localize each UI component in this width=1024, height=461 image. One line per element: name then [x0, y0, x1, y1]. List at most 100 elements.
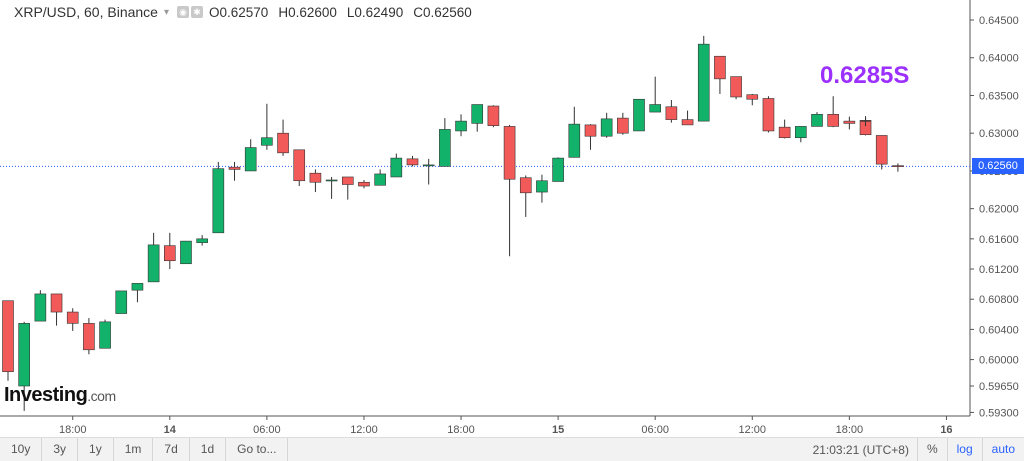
candle-body	[66, 311, 79, 324]
x-tick-label: 18:00	[836, 424, 864, 436]
candle-body	[244, 147, 257, 172]
open-label: O	[209, 4, 220, 20]
candle-body	[18, 323, 30, 387]
candle-body	[180, 240, 192, 265]
investing-logo: Investing.com	[4, 384, 116, 407]
candle-body	[34, 293, 47, 322]
candle-body	[358, 181, 370, 187]
candle-body	[277, 132, 289, 154]
candle-body	[341, 176, 354, 185]
candle-body	[406, 158, 419, 166]
candle-body	[665, 106, 678, 120]
candle-body	[827, 114, 839, 127]
x-tick-label: 18:00	[447, 424, 475, 436]
x-tick-label: 15	[552, 424, 564, 436]
close-label: C	[413, 4, 423, 20]
range-button-7d[interactable]: 7d	[153, 438, 190, 461]
high-label: H	[278, 4, 289, 20]
y-tick-label: 0.63000	[979, 128, 1019, 140]
candle-body	[439, 129, 451, 167]
close-value: 0.62560	[422, 4, 472, 20]
candle-body	[115, 290, 128, 314]
y-tick-label: 0.60000	[979, 355, 1019, 367]
candle-body	[455, 120, 467, 132]
candle-body	[374, 173, 386, 186]
candle-body	[212, 168, 225, 234]
gear-icon[interactable]: ✱	[191, 6, 203, 18]
x-tick-label: 18:00	[59, 424, 87, 436]
candle-body	[746, 94, 759, 100]
candle-body	[325, 179, 338, 182]
chart-header: XRP/USD, 60, Binance ▾ ◉ ✱ O0.62570 H0.6…	[0, 0, 472, 24]
candle-body	[164, 245, 176, 262]
auto-button[interactable]: auto	[981, 438, 1024, 461]
low-value: 0.62490	[354, 4, 404, 20]
candle-body	[811, 114, 823, 127]
candle-body	[309, 172, 322, 183]
candlestick-chart[interactable]: 0.645000.640000.635000.630000.625000.620…	[0, 0, 1024, 437]
candle-body	[633, 98, 645, 132]
y-tick-label: 0.59650	[979, 381, 1019, 393]
candle-body	[261, 137, 273, 146]
x-tick-label: 16	[940, 424, 952, 436]
candle-body	[519, 177, 532, 194]
range-button-1d[interactable]: 1d	[190, 438, 227, 461]
y-tick-label: 0.64500	[979, 15, 1019, 27]
candle-body	[762, 98, 775, 132]
footer-toolbar: 10y 3y 1y 1m 7d 1d Go to... 21:03:21 (UT…	[0, 437, 1024, 461]
candle-body	[568, 123, 581, 158]
range-button-1y[interactable]: 1y	[78, 438, 114, 461]
range-button-3y[interactable]: 3y	[42, 438, 79, 461]
candle-body	[778, 126, 791, 139]
clock-readout[interactable]: 21:03:21 (UTC+8)	[812, 442, 909, 457]
candle-body	[503, 126, 516, 180]
x-tick-label: 12:00	[739, 424, 767, 436]
symbol-title[interactable]: XRP/USD, 60, Binance	[14, 4, 158, 20]
candle-body	[892, 165, 904, 167]
range-button-10y[interactable]: 10y	[0, 438, 43, 461]
y-tick-label: 0.60800	[979, 294, 1019, 306]
y-tick-label: 0.61600	[979, 234, 1019, 246]
brand-suffix: .com	[87, 388, 116, 404]
open-value: 0.62570	[219, 4, 269, 20]
range-button-1m[interactable]: 1m	[114, 438, 154, 461]
candle-body	[697, 43, 710, 122]
chevron-down-icon[interactable]: ▾	[163, 6, 169, 18]
candle-body	[471, 104, 484, 124]
log-button[interactable]: log	[946, 438, 982, 461]
brand-name: Investing	[4, 384, 88, 406]
candle-body	[617, 117, 629, 134]
candle-body	[843, 120, 856, 124]
candle-body	[487, 105, 500, 126]
candle-body	[600, 118, 613, 137]
x-tick-label: 06:00	[253, 424, 281, 436]
candle-body	[714, 55, 726, 80]
x-tick-label: 06:00	[641, 424, 669, 436]
header-tools: ◉ ✱	[177, 6, 203, 18]
y-tick-label: 0.61200	[979, 264, 1019, 276]
eye-icon[interactable]: ◉	[177, 6, 189, 18]
candle-body	[228, 166, 241, 170]
x-tick-label: 14	[164, 424, 177, 436]
candle-body	[390, 157, 403, 178]
y-tick-label: 0.60400	[979, 324, 1019, 336]
candle-body	[730, 76, 742, 98]
goto-button[interactable]: Go to...	[226, 438, 289, 461]
candle-body	[584, 124, 597, 137]
percent-button[interactable]: %	[916, 438, 947, 461]
candle-body	[649, 104, 662, 113]
ohlc-readout: O0.62570 H0.62600 L0.62490 C0.62560	[209, 5, 472, 20]
candle-body	[875, 135, 888, 165]
y-tick-label: 0.64000	[979, 53, 1019, 65]
x-tick-label: 12:00	[350, 424, 378, 436]
candle-body	[99, 321, 111, 349]
high-value: 0.62600	[288, 4, 337, 20]
candle-body	[83, 323, 95, 351]
y-tick-label: 0.63500	[979, 90, 1019, 102]
price-annotation: 0.6285S	[820, 62, 910, 89]
low-label: L	[346, 4, 355, 20]
candle-body	[422, 164, 435, 167]
candle-body	[552, 157, 564, 182]
candle-body	[795, 126, 807, 139]
y-tick-label: 0.62000	[979, 204, 1019, 216]
